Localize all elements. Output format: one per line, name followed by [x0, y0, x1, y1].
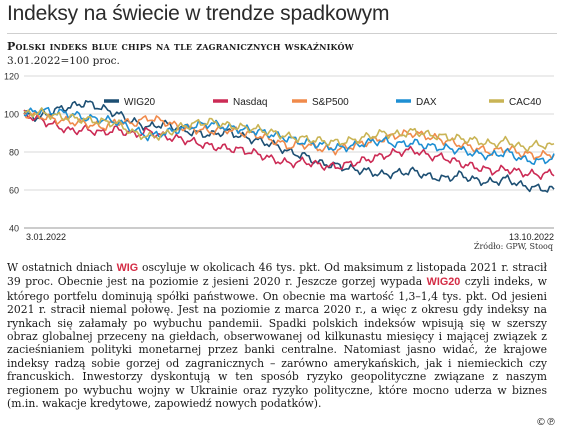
series-line-wig20: [23, 100, 555, 193]
y-tick-label: 40: [9, 224, 19, 234]
wig-tag: WIG: [116, 262, 139, 274]
page-title: Indeksy na świecie w trendze spadkowym: [7, 2, 390, 25]
x-tick-label: 13.10.2022: [509, 232, 554, 242]
chart-title: Polski indeks blue chips na tle zagranic…: [7, 40, 354, 53]
y-tick-label: 80: [9, 148, 19, 158]
chart-subtitle: 3.01.2022=100 proc.: [7, 55, 120, 67]
series-line-cac40: [23, 107, 555, 153]
legend-label: CAC40: [509, 97, 542, 108]
legend-label: DAX: [416, 97, 437, 108]
y-tick-label: 60: [9, 186, 19, 196]
y-tick-label: 100: [4, 110, 19, 120]
article-sentence-3: czyli indeks, w którego portfelu dominuj…: [7, 275, 548, 411]
wig20-tag: WIG20: [426, 276, 461, 289]
legend-label: S&P500: [312, 97, 349, 108]
article-sentence-2: oscyluje w okolicach 46 tys. pkt. Od mak…: [7, 261, 547, 289]
article-sentence-1: W ostatnich dniach: [7, 261, 113, 274]
series-line-dax: [23, 106, 555, 165]
article-text: W ostatnich dniach WIG oscyluje w okolic…: [7, 261, 547, 410]
legend-label: WIG20: [124, 97, 156, 108]
title-divider: [7, 33, 557, 34]
source-note: Źródło: GPW, Stooq: [473, 242, 553, 251]
y-tick-label: 120: [4, 72, 19, 82]
copyright-icon: ©℗: [536, 417, 556, 428]
line-chart: 40 60 80 100 120 WIG20 Nasdaq S&P500 DAX CAC40 3.0…: [4, 72, 555, 242]
legend-label: Nasdaq: [233, 97, 267, 108]
x-tick-label: 3.01.2022: [26, 232, 66, 242]
series-line-nasdaq: [23, 109, 555, 180]
